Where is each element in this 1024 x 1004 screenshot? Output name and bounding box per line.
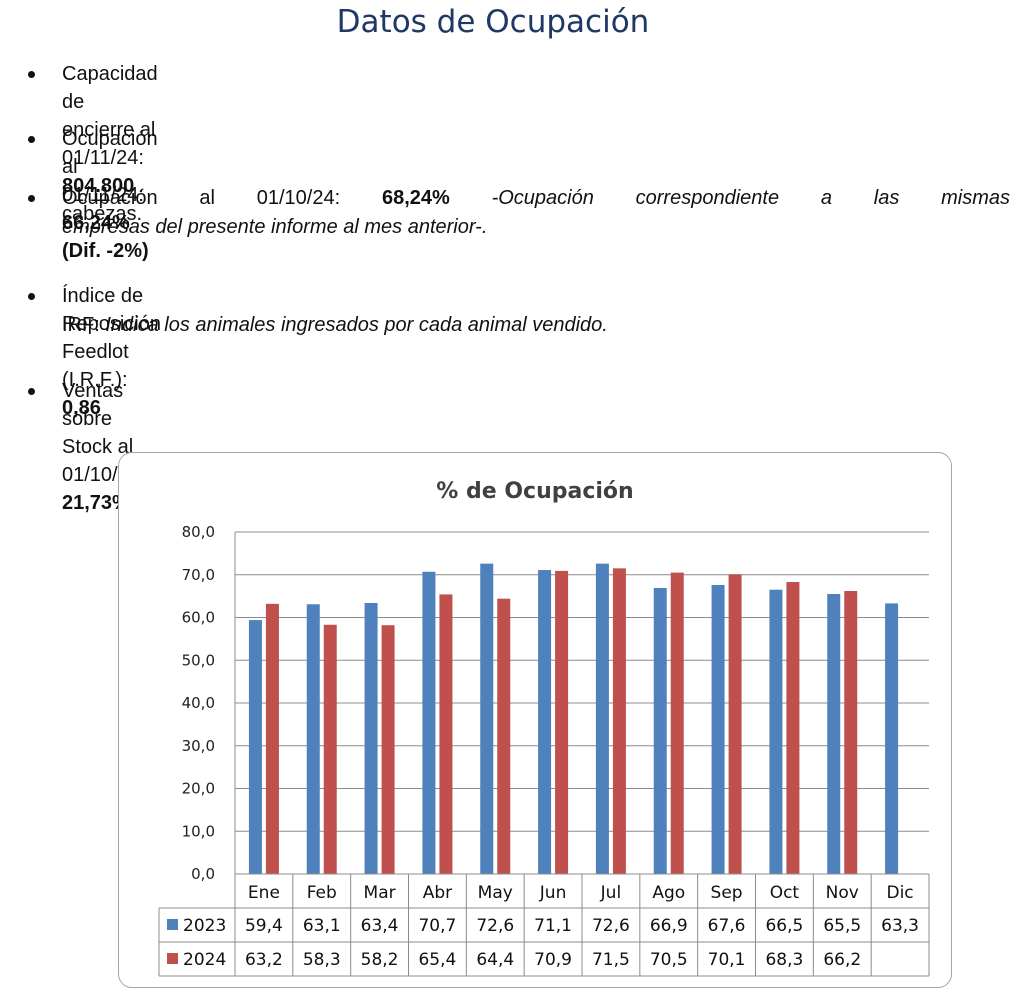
category-label: Nov [826, 883, 859, 903]
data-label-2024: 68,3 [765, 950, 803, 970]
bar-2023-oct [769, 589, 783, 874]
bar-2024-jun [555, 570, 569, 874]
data-label-2024: 70,5 [650, 950, 688, 970]
bar-2023-feb [306, 604, 320, 874]
legend-label-2023: 2023 [183, 916, 226, 936]
bar-2023-dic [885, 603, 899, 874]
data-label-2023: 63,4 [361, 916, 399, 936]
y-tick-label: 60,0 [182, 609, 215, 627]
ocup-nov-label: Ocupación al 01/11/24: [62, 128, 158, 206]
data-label-2024: 70,9 [534, 950, 572, 970]
y-tick-label: 40,0 [182, 694, 215, 712]
ocup-oct-note: -Ocupación correspondiente a las mismas [449, 187, 1011, 209]
y-tick-label: 30,0 [182, 737, 215, 755]
category-label: Sep [711, 883, 743, 903]
bar-2023-nov [827, 593, 841, 874]
bar-2024-sep [728, 574, 742, 874]
irf-label: Índice de Reposición Feedlot (I.R.F.): [62, 285, 161, 391]
category-label: May [478, 883, 513, 903]
bar-2023-jul [595, 563, 609, 874]
data-label-2024: 58,3 [303, 950, 341, 970]
bar-2024-ene [265, 603, 279, 874]
ocup-oct-label: Ocupación al 01/10/24: [62, 187, 382, 209]
bullet-dot [28, 195, 35, 202]
y-tick-label: 50,0 [182, 651, 215, 669]
y-tick-label: 10,0 [182, 822, 215, 840]
capacidad-value: 804.800 [62, 175, 135, 197]
category-label: Oct [770, 883, 800, 903]
bar-2023-abr [422, 571, 436, 874]
bar-2024-jul [612, 568, 626, 874]
bar-2024-abr [439, 594, 453, 874]
capacidad-suffix: cabezas. [62, 203, 143, 225]
category-label: Mar [364, 883, 396, 903]
category-label: Dic [886, 883, 913, 903]
data-label-2023: 72,6 [476, 916, 514, 936]
data-label-2023: 63,3 [881, 916, 919, 936]
data-label-2024: 65,4 [418, 950, 456, 970]
irf-line2-label: IRF: [62, 314, 106, 336]
bar-2023-jun [538, 570, 552, 874]
category-label: Feb [307, 883, 337, 903]
irf-value: 0,86 [62, 397, 101, 419]
capacidad-label: Capacidad de encierre al 01/11/24: [62, 63, 158, 169]
bar-2023-sep [711, 585, 725, 874]
data-label-2023: 66,5 [765, 916, 803, 936]
y-tick-label: 0,0 [191, 865, 215, 883]
data-label-2023: 63,1 [303, 916, 341, 936]
data-label-2024: 64,4 [476, 950, 514, 970]
ventas-value: 21,73% [62, 492, 130, 514]
data-label-2023: 70,7 [418, 916, 456, 936]
bar-2024-mar [381, 625, 395, 874]
y-tick-label: 70,0 [182, 566, 215, 584]
bar-2024-ago [670, 572, 684, 874]
legend-label-2024: 2024 [183, 950, 226, 970]
data-label-2023: 65,5 [823, 916, 861, 936]
category-label: Ene [248, 883, 280, 903]
ocup-oct-value: 68,24% [381, 187, 450, 209]
bar-2023-ene [248, 620, 262, 874]
data-label-2023: 59,4 [245, 916, 283, 936]
bar-2024-may [497, 598, 511, 874]
category-label: Jul [600, 883, 622, 903]
y-tick-label: 80,0 [182, 523, 215, 541]
data-label-2023: 67,6 [708, 916, 746, 936]
bullet-dot [28, 293, 35, 300]
data-label-2024: 63,2 [245, 950, 283, 970]
y-tick-label: 20,0 [182, 780, 215, 798]
data-label-2024: 70,1 [708, 950, 746, 970]
page-title: Datos de Ocupación [336, 4, 650, 40]
data-label-2024: 71,5 [592, 950, 630, 970]
irf-note: Indica los animales ingresados por cada … [105, 314, 608, 336]
legend-swatch-2023 [167, 919, 178, 930]
data-label-2024: 66,2 [823, 950, 861, 970]
bar-2024-feb [323, 624, 337, 874]
bar-2023-mar [364, 602, 378, 874]
category-label: Ago [652, 883, 685, 903]
bullet-dot [28, 136, 35, 143]
ocup-oct-note-2: empresas del presente informe al mes ant… [62, 216, 488, 238]
data-label-2023: 66,9 [650, 916, 688, 936]
category-label: Jun [539, 883, 567, 903]
bullet-dot [28, 388, 35, 395]
ocupacion-chart: % de Ocupación 0,0 10,0 20,0 30,0 40,0 50,0 60,… [158, 479, 930, 977]
data-label-2023: 72,6 [592, 916, 630, 936]
bullet-dot [28, 71, 35, 78]
category-label: Abr [423, 883, 452, 903]
chart-container: % de Ocupación 0,0 10,0 20,0 30,0 40,0 50,0 60,… [118, 452, 952, 988]
bar-2024-nov [844, 590, 858, 874]
bar-2024-oct [786, 582, 800, 874]
legend-swatch-2024 [167, 953, 178, 964]
data-label-2024: 58,2 [361, 950, 399, 970]
chart-title: % de Ocupación [436, 479, 633, 504]
bar-2023-ago [653, 588, 667, 874]
ocup-nov-value: 66,24% (Dif. -2%) [62, 212, 149, 262]
data-label-2023: 71,1 [534, 916, 572, 936]
bar-2023-may [480, 563, 494, 874]
